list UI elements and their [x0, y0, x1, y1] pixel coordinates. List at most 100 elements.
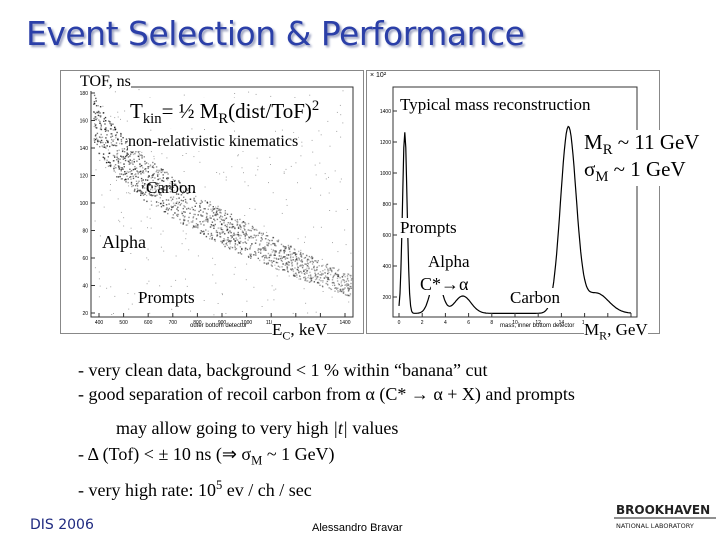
background-dot: [147, 187, 149, 189]
scatter-dot: [224, 210, 226, 212]
scatter-dot: [299, 278, 302, 280]
background-dot: [186, 285, 188, 287]
scatter-dot: [207, 218, 209, 220]
background-dot: [111, 314, 113, 315]
scatter-dot: [278, 258, 280, 260]
scatter-dot: [252, 237, 254, 239]
scatter-dot: [201, 231, 203, 233]
background-dot: [237, 155, 239, 157]
left-label-carbon: Carbon: [146, 178, 197, 197]
scatter-dot: [115, 167, 117, 169]
scatter-dot: [148, 175, 150, 178]
scatter-dot: [315, 276, 318, 278]
scatter-dot: [286, 254, 288, 256]
scatter-dot: [319, 274, 321, 276]
scatter-dot: [262, 249, 265, 251]
scatter-dot: [307, 258, 309, 261]
scatter-dot: [158, 169, 160, 171]
scatter-dot: [113, 165, 116, 167]
scatter-dot: [220, 209, 222, 211]
background-dot: [140, 220, 142, 222]
scatter-dot: [303, 270, 305, 273]
scatter-dot: [126, 141, 128, 143]
scatter-dot: [132, 153, 135, 156]
scatter-dot: [100, 141, 102, 144]
scatter-dot: [268, 239, 271, 242]
scatter-dot: [265, 235, 268, 237]
scatter-dot: [141, 192, 143, 195]
scatter-dot: [140, 194, 142, 196]
scatter-dot: [122, 173, 125, 176]
scatter-dot: [229, 223, 231, 225]
scatter-dot: [112, 123, 114, 125]
scatter-dot: [221, 229, 224, 231]
scatter-dot: [124, 171, 126, 173]
scatter-dot: [174, 183, 176, 186]
background-dot: [146, 257, 148, 259]
scatter-dot: [205, 235, 208, 238]
background-dot: [225, 179, 227, 181]
scatter-dot: [195, 223, 198, 225]
scatter-dot: [103, 144, 105, 146]
background-dot: [129, 193, 131, 195]
scatter-dot: [118, 166, 120, 168]
scatter-dot: [93, 139, 96, 142]
background-dot: [188, 222, 190, 224]
scatter-dot: [337, 282, 340, 285]
scatter-dot: [176, 214, 178, 216]
scatter-dot: [200, 215, 203, 217]
scatter-dot: [100, 123, 102, 126]
background-dot: [185, 278, 186, 280]
scatter-dot: [184, 219, 186, 221]
scatter-dot: [326, 263, 328, 266]
scatter-dot: [310, 278, 313, 280]
scatter-dot: [293, 252, 295, 254]
background-dot: [193, 156, 195, 158]
scatter-dot: [244, 223, 247, 225]
scatter-dot: [192, 216, 195, 218]
formula-sup: 2: [311, 98, 320, 114]
scatter-dot: [95, 124, 97, 126]
scatter-dot: [271, 262, 273, 264]
scatter-dot: [234, 226, 236, 229]
background-dot: [241, 232, 243, 234]
scatter-dot: [140, 190, 142, 192]
scatter-dot: [200, 214, 202, 216]
scatter-dot: [154, 163, 156, 165]
scatter-dot: [95, 134, 97, 136]
scatter-dot: [334, 272, 337, 274]
scatter-dot: [227, 222, 229, 224]
scatter-dot: [158, 193, 161, 195]
scatter-dot: [347, 284, 349, 286]
scatter-dot: [117, 162, 120, 164]
scatter-dot: [332, 276, 334, 279]
scatter-dot: [129, 176, 131, 178]
scatter-dot: [160, 194, 162, 196]
scatter-dot: [242, 225, 245, 227]
scatter-dot: [328, 287, 330, 289]
scatter-dot: [166, 179, 169, 181]
scatter-dot: [162, 174, 164, 176]
scatter-dot: [189, 212, 191, 214]
scatter-dot: [224, 245, 226, 248]
background-dot: [185, 238, 187, 240]
scatter-dot: [120, 168, 122, 171]
scatter-dot: [275, 267, 277, 270]
scatter-dot: [264, 249, 266, 251]
scatter-dot: [106, 134, 108, 136]
scatter-dot: [205, 229, 207, 231]
scatter-dot: [317, 273, 319, 275]
scatter-dot: [321, 265, 323, 267]
scatter-dot: [114, 126, 116, 129]
background-dot: [305, 302, 307, 304]
scatter-dot: [137, 173, 139, 175]
scatter-dot: [304, 256, 307, 259]
scatter-dot: [339, 277, 341, 279]
background-dot: [233, 273, 235, 275]
background-dot: [230, 237, 232, 239]
scatter-dot: [199, 221, 201, 223]
scatter-dot: [149, 190, 151, 192]
scatter-dot: [177, 213, 180, 216]
scatter-dot: [118, 165, 120, 167]
background-dot: [259, 231, 261, 233]
